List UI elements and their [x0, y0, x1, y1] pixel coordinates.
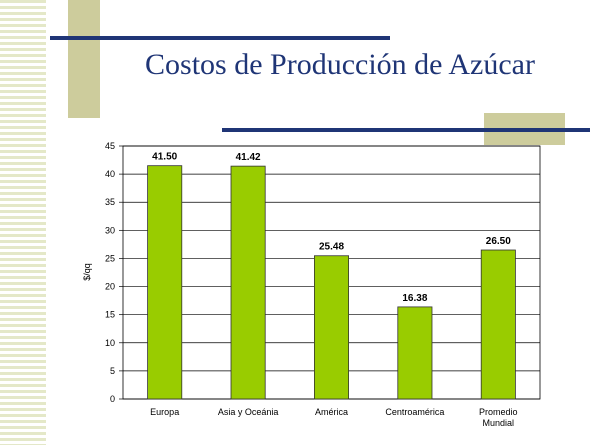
y-axis-label: $/qq [82, 263, 92, 281]
bar [147, 165, 183, 400]
chart-title: Costos de Producción de Azúcar [145, 48, 535, 81]
x-tick-label: Europa [150, 407, 180, 417]
x-tick-label: Centroamérica [385, 407, 445, 417]
y-tick-label: 45 [105, 141, 115, 151]
value-label: 26.50 [486, 236, 511, 247]
decor-line [222, 128, 590, 132]
y-tick-label: 5 [110, 366, 115, 376]
y-tick-label: 0 [110, 394, 115, 404]
y-tick-label: 25 [105, 253, 115, 263]
x-tick-label: América [314, 407, 348, 417]
side-stripes [0, 0, 46, 445]
bar [397, 306, 433, 400]
bar [314, 255, 349, 400]
value-label: 41.50 [152, 152, 177, 163]
y-tick-label: 15 [105, 310, 115, 320]
y-tick-label: 10 [105, 338, 115, 348]
title-box: Costos de Producción de Azúcar [145, 48, 535, 81]
decor-line [50, 36, 390, 40]
x-tick-label: Asia y Oceánia [217, 407, 279, 417]
x-tick-label: Promedio Mundial [479, 407, 518, 428]
bar [230, 165, 266, 400]
y-tick-label: 40 [105, 169, 115, 179]
value-label: 16.38 [402, 293, 427, 304]
value-label: 25.48 [319, 242, 344, 253]
decor-block [68, 0, 100, 118]
y-tick-label: 30 [105, 225, 115, 235]
value-label: 41.42 [236, 152, 261, 163]
y-tick-label: 35 [105, 197, 115, 207]
y-tick-label: 20 [105, 282, 115, 292]
bar [480, 249, 516, 400]
